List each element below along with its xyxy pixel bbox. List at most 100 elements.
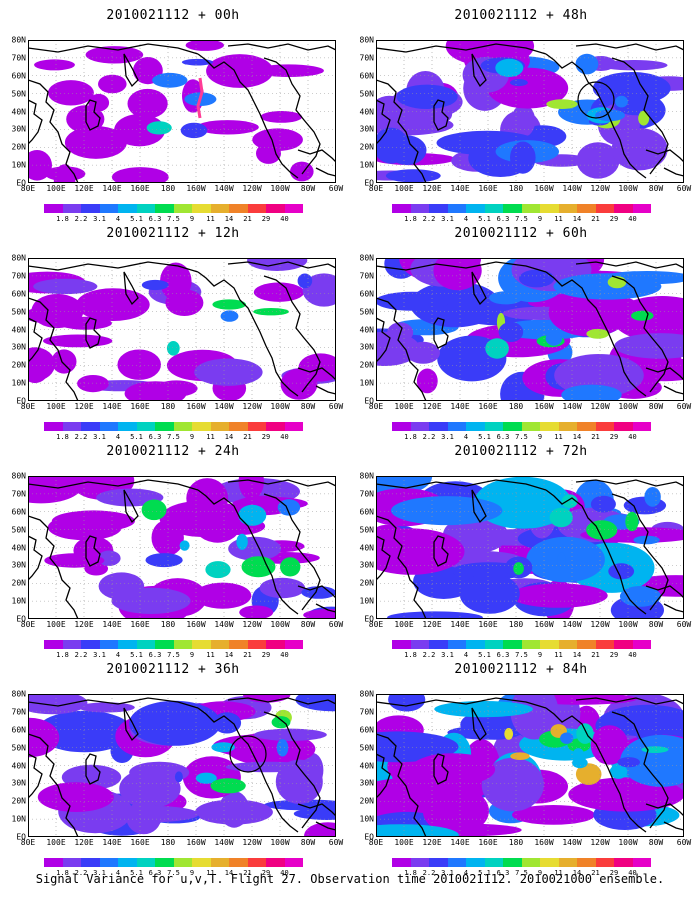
coastline: [611, 57, 669, 175]
latitude-label: 70N: [11, 271, 26, 281]
colorbar-swatch: [81, 858, 100, 867]
variance-shade: [614, 333, 684, 359]
longitude-label: 160W: [186, 184, 206, 193]
coastline: [315, 385, 336, 395]
variance-shade-high: [510, 752, 530, 760]
colorbar-swatch: [192, 640, 211, 649]
variance-shade: [406, 341, 440, 364]
longitude-label: 160W: [534, 402, 554, 411]
coastline: [28, 261, 199, 273]
variance-shade: [194, 358, 263, 386]
longitude-label: 180: [160, 620, 176, 629]
longitude-label: 80W: [300, 184, 316, 193]
colorbar-level-label: 5.1: [130, 433, 143, 441]
colorbar-swatch: [247, 858, 266, 867]
colorbar-level-label: 7.5: [515, 215, 528, 223]
longitude-label: 140E: [102, 402, 122, 411]
longitude-label: 100E: [394, 620, 414, 629]
map-svg: [376, 694, 684, 837]
variance-shade: [194, 582, 252, 609]
colorbar-level-label: 2.2: [422, 433, 436, 441]
panel-title: 2010021112 + 00h: [106, 8, 240, 23]
variance-shade-high: [211, 742, 235, 753]
coastline: [575, 261, 684, 269]
longitude-label: 180: [508, 620, 524, 629]
colorbar-level-label: 21: [591, 433, 600, 441]
coastline: [123, 53, 139, 88]
coastline: [297, 367, 336, 381]
longitude-axis: 80E 100E 120E 140E 160E 180 160W 140W 120W 100W 80…: [369, 620, 691, 632]
variance-shade: [619, 586, 661, 607]
colorbar-swatch: [99, 858, 118, 867]
latitude-label: 70N: [359, 53, 374, 63]
colorbar: [44, 204, 303, 213]
coastline: [85, 317, 101, 349]
colorbar-swatch: [62, 204, 81, 213]
colorbar-labels: 1.8 2.2 3.1 4 5.1 6.3 7.5 9 11 14 21 29 40: [392, 651, 652, 661]
colorbar-swatch: [447, 640, 466, 649]
coastline: [376, 733, 427, 837]
coastline: [545, 271, 647, 397]
coastline: [297, 149, 336, 163]
colorbar: [392, 640, 651, 649]
longitude-label: 120W: [590, 184, 610, 193]
longitude-label: 120W: [242, 402, 262, 411]
map-panel: 2010021112 + 48h 80N 70N 60N 50N 40N 30N 20N 10N…: [356, 8, 692, 226]
latitude-label: 30N: [11, 560, 26, 570]
longitude-label: 160W: [534, 620, 554, 629]
variance-shade: [114, 114, 166, 147]
longitude-label: 80W: [648, 402, 664, 411]
panel-title: 2010021112 + 24h: [106, 444, 240, 459]
colorbar-level-label: 9: [537, 215, 543, 223]
coastline: [28, 297, 79, 401]
longitude-label: 100W: [270, 402, 290, 411]
colorbar-level-label: 4: [463, 869, 469, 877]
latitude-label: 70N: [359, 707, 374, 717]
latitude-label: 60N: [359, 725, 374, 735]
longitude-label: 160E: [478, 838, 498, 847]
variance-shade: [260, 111, 303, 123]
latitude-label: 80N: [11, 253, 26, 263]
coastline: [376, 515, 427, 619]
map-frame: [376, 476, 684, 619]
longitude-label: 60W: [676, 838, 692, 847]
variance-shade: [511, 104, 536, 137]
colorbar-swatch: [136, 422, 155, 431]
colorbar-swatch: [595, 422, 614, 431]
variance-shade: [253, 282, 305, 302]
latitude-label: EQ: [364, 832, 374, 842]
longitude-axis: 80E 100E 120E 140E 160E 180 160W 140W 120W 100W 80…: [369, 402, 691, 414]
variance-shade: [76, 288, 150, 321]
coastline: [227, 43, 336, 51]
latitude-label: 20N: [359, 142, 374, 152]
variance-shade: [304, 822, 336, 837]
variance-shade-high: [485, 338, 509, 359]
map-panel: 2010021112 + 00h 80N 70N 60N 50N 40N 30N 20N 10N…: [8, 8, 344, 226]
colorbar-level-label: 3.1: [93, 215, 106, 223]
colorbar-level-label: 5.1: [478, 215, 491, 223]
map-panel: 2010021112 + 24h 80N 70N 60N 50N 40N 30N 20N 10N…: [8, 444, 344, 662]
longitude-label: 80E: [368, 620, 384, 629]
variance-shade: [28, 717, 60, 758]
variance-shade: [105, 805, 199, 823]
panel-title: 2010021112 + 48h: [454, 8, 588, 23]
colorbar-swatch: [192, 204, 211, 213]
longitude-label: 120E: [422, 184, 442, 193]
colorbar-labels: 1.8 2.2 3.1 4 5.1 6.3 7.5 9 11 14 21 29 40: [392, 433, 652, 443]
coastline: [197, 489, 299, 615]
map-svg: [376, 40, 684, 183]
variance-shade-high: [586, 328, 609, 339]
colorbar-level-label: 2.2: [74, 869, 88, 877]
colorbar-swatch: [266, 640, 285, 649]
colorbar-labels: 1.8 2.2 3.1 4 5.1 6.3 7.5 9 11 14 21 29 40: [44, 651, 304, 661]
coastline: [471, 53, 487, 88]
variance-shade: [28, 352, 50, 384]
coastline: [227, 697, 336, 705]
colorbar-level-label: 40: [280, 215, 289, 223]
variance-shade-high: [280, 557, 301, 577]
variance-shade: [225, 761, 314, 773]
coastline: [28, 43, 199, 55]
colorbar-swatch: [540, 204, 559, 213]
coastline: [28, 535, 43, 581]
longitude-label: 120E: [74, 402, 94, 411]
